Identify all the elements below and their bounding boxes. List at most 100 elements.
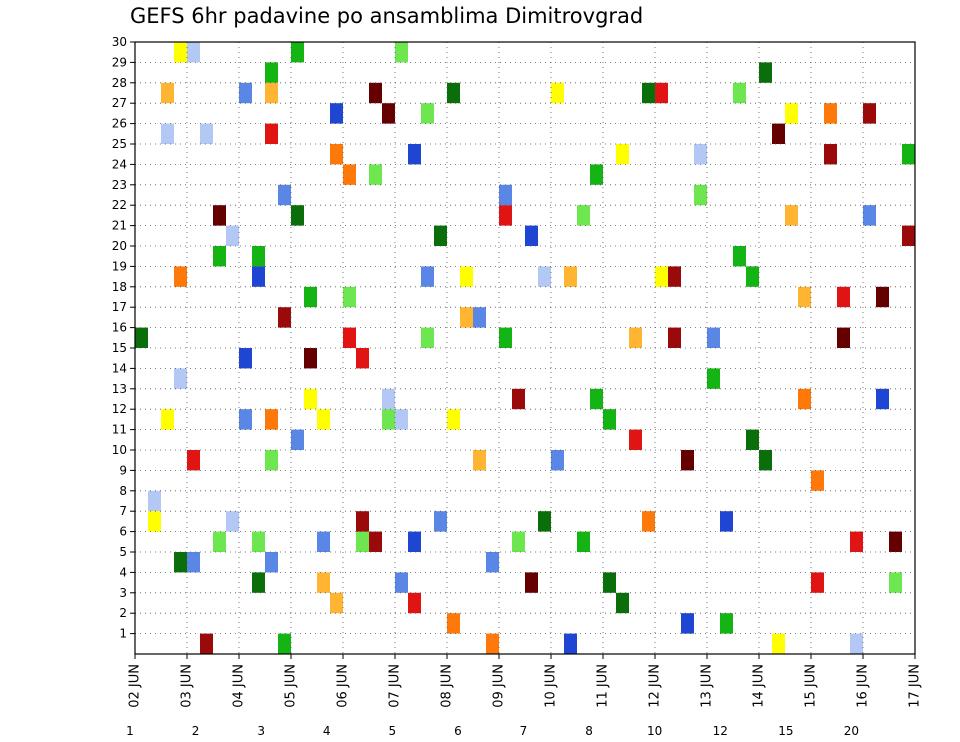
x-tick-label: 06 JUN: [336, 664, 351, 708]
heatmap-cell: [174, 552, 187, 573]
heatmap-cell: [512, 531, 525, 552]
heatmap-cell: [733, 246, 746, 267]
heatmap-cell: [551, 450, 564, 471]
heatmap-cell: [408, 144, 421, 165]
heatmap-cell: [265, 552, 278, 573]
y-tick-label: 6: [119, 525, 127, 539]
heatmap-cell: [590, 164, 603, 185]
heatmap-cell: [824, 144, 837, 165]
colorbar-label: 5: [389, 724, 397, 738]
heatmap-cell: [551, 82, 564, 104]
heatmap-cell: [564, 266, 577, 287]
colorbar-label: 3: [257, 724, 265, 738]
heatmap-cell: [603, 572, 616, 593]
heatmap-cell: [343, 286, 356, 308]
heatmap-cell: [187, 450, 200, 471]
y-tick-label: 20: [112, 239, 127, 253]
heatmap-cell: [850, 531, 863, 552]
heatmap-cell: [317, 409, 330, 430]
heatmap-cell: [356, 531, 369, 552]
heatmap-cell: [447, 409, 460, 430]
heatmap-cell: [668, 327, 681, 348]
heatmap-cell: [213, 205, 226, 226]
heatmap-cell: [291, 429, 304, 450]
colorbar-label: 1: [126, 724, 134, 738]
heatmap-cell: [902, 225, 915, 246]
heatmap-cell: [226, 511, 239, 532]
x-tick-label: 16 JUN: [856, 664, 871, 708]
heatmap-cell: [564, 633, 577, 654]
x-tick-label: 02 JUN: [128, 664, 143, 708]
x-tick-label: 03 JUN: [180, 664, 195, 708]
heatmap-cell: [538, 511, 551, 532]
heatmap-cell: [642, 82, 655, 104]
heatmap-cell: [278, 633, 291, 654]
colorbar-label: 20: [844, 724, 859, 738]
heatmap-cell: [863, 205, 876, 226]
chart-title: GEFS 6hr padavine po ansamblima Dimitrov…: [130, 4, 644, 28]
colorbar-label: 4: [323, 724, 331, 738]
x-tick-label: 15 JUN: [804, 664, 819, 708]
heatmap-cell: [655, 266, 668, 287]
heatmap-cell: [265, 82, 278, 104]
y-tick-label: 16: [112, 321, 127, 335]
y-tick-label: 1: [119, 627, 127, 641]
heatmap-cell: [577, 205, 590, 226]
heatmap-cell: [707, 327, 720, 348]
heatmap-cell: [863, 103, 876, 124]
heatmap-cell: [265, 409, 278, 430]
heatmap-cell: [655, 82, 668, 104]
heatmap-cell: [200, 633, 213, 654]
heatmap-cell: [226, 225, 239, 246]
heatmap-cell: [772, 123, 785, 144]
colorbar-label: 6: [454, 724, 462, 738]
heatmap-cell: [148, 490, 161, 512]
heatmap-cell: [499, 184, 512, 206]
heatmap-cell: [486, 633, 499, 654]
heatmap-cell: [369, 531, 382, 552]
heatmap-cell: [239, 82, 252, 104]
heatmap-cell: [746, 429, 759, 450]
heatmap-cell: [824, 103, 837, 124]
heatmap-cell: [213, 531, 226, 552]
heatmap-cell: [837, 286, 850, 308]
heatmap-cell: [369, 82, 382, 104]
heatmap-cell: [720, 511, 733, 532]
y-tick-label: 15: [112, 341, 127, 355]
heatmap-cell: [161, 82, 174, 104]
x-tick-label: 12 JUN: [648, 664, 663, 708]
heatmap-cell: [395, 409, 408, 430]
x-tick-label: 11 JUN: [596, 664, 611, 708]
heatmap-cell: [356, 348, 369, 369]
y-tick-label: 9: [119, 463, 127, 477]
heatmap-cell: [616, 144, 629, 165]
y-tick-label: 19: [112, 259, 127, 273]
heatmap-cell: [746, 266, 759, 287]
x-tick-label: 07 JUN: [388, 664, 403, 708]
heatmap-cell: [629, 327, 642, 348]
heatmap-cell: [291, 42, 304, 63]
heatmap-cell: [291, 205, 304, 226]
heatmap-cell: [239, 409, 252, 430]
heatmap-cell: [486, 552, 499, 573]
heatmap-cell: [421, 103, 434, 124]
heatmap-cell: [902, 144, 915, 165]
heatmap-cell: [408, 531, 421, 552]
y-tick-label: 2: [119, 606, 127, 620]
heatmap-cell: [304, 286, 317, 308]
x-tick-label: 10 JUN: [544, 664, 559, 708]
y-tick-label: 14: [112, 361, 127, 375]
heatmap-cell: [317, 572, 330, 593]
heatmap-cell: [304, 388, 317, 410]
heatmap-cell: [798, 388, 811, 410]
colorbar-label: 7: [520, 724, 528, 738]
heatmap-cell: [252, 572, 265, 593]
colorbar-label: 2: [192, 724, 200, 738]
heatmap-cell: [642, 511, 655, 532]
y-tick-label: 30: [112, 35, 127, 49]
heatmap-cell: [265, 450, 278, 471]
heatmap-cell: [473, 450, 486, 471]
y-tick-label: 8: [119, 484, 127, 498]
heatmap-cell: [798, 286, 811, 308]
